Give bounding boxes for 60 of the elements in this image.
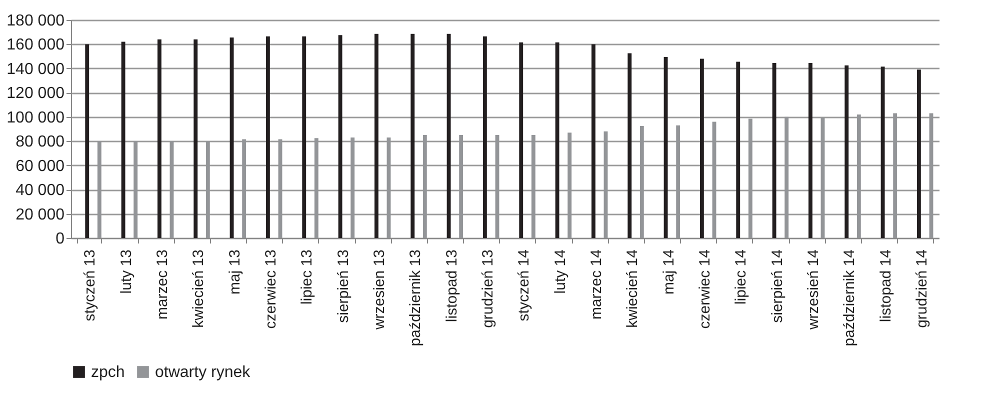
x-tick-label: czerwiec 13 [262,250,280,329]
bar [808,62,812,238]
bar [194,39,198,238]
y-tick-label: 20 000 [16,206,65,224]
x-tick-label: grudzień 14 [913,250,930,328]
bar [844,65,849,238]
x-tick-label: wrzesień 14 [804,250,822,331]
bar [266,36,270,238]
y-tick-label: 80 000 [16,134,65,151]
y-tick-label: 60 000 [16,158,65,175]
bar [519,42,524,238]
x-tick-label: maj 14 [660,250,678,295]
bar [628,53,632,238]
legend-label: zpch [91,364,125,381]
y-tick-label: 160 000 [6,36,65,54]
x-tick-label: październik 14 [841,250,858,346]
legend-label: otwarty rynek [155,364,252,381]
x-tick-label: sierpień 13 [334,250,352,323]
bar [85,44,90,238]
x-tick-label: marzec 13 [154,250,171,320]
bar [230,38,234,238]
y-tick-label: 100 000 [6,109,65,126]
x-tick-label: kwiecień 14 [624,250,642,328]
bar [736,62,740,238]
x-tick-label: lipiec 14 [732,250,750,305]
bar [482,36,487,238]
bar [772,62,776,238]
x-tick-label: wrzesien 13 [370,250,388,331]
y-tick-label: 120 000 [6,85,65,102]
x-tick-label: marzec 14 [588,250,605,320]
bar [302,36,306,238]
x-tick-label: grudzień 13 [479,250,496,328]
bar [374,34,378,238]
bar [591,44,596,238]
x-tick-label: czerwiec 14 [696,250,714,329]
x-tick-label: styczeń 13 [82,250,99,322]
bar [664,56,668,238]
x-tick-label: październik 13 [407,250,424,346]
x-tick-label: luty 13 [118,250,135,294]
bar [157,39,162,238]
x-tick-label: lipiec 13 [298,250,316,305]
x-tick-label: maj 13 [226,250,244,295]
bar [338,35,342,238]
x-tick-label: listopad 13 [443,250,460,322]
x-tick-label: styczeń 14 [516,250,533,322]
bar [880,66,885,238]
x-tick-label: kwiecień 13 [190,250,208,328]
bar [555,42,560,238]
bar [916,70,921,238]
y-tick-label: 180 000 [6,12,65,30]
bar [121,42,126,238]
x-tick-label: luty 14 [552,250,569,294]
bar [410,34,415,238]
bar [700,58,704,238]
bar [446,34,451,238]
x-tick-label: listopad 14 [877,250,894,322]
y-tick-label: 140 000 [6,60,65,78]
y-tick-label: 40 000 [16,182,65,200]
x-tick-label: sierpień 14 [768,250,786,323]
y-tick-label: 0 [56,230,65,248]
